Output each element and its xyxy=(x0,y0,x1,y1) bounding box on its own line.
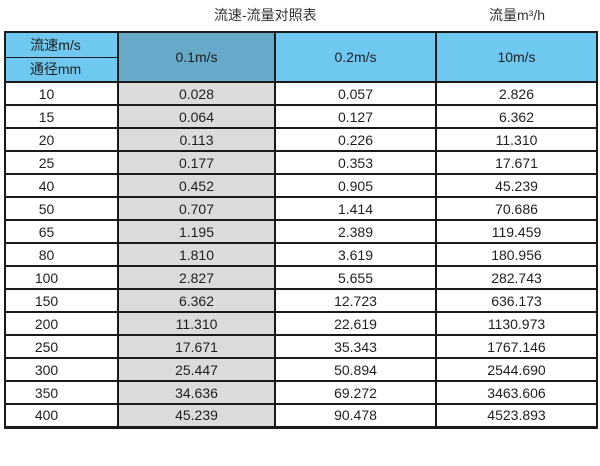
diameter-cell: 300 xyxy=(4,357,119,382)
table-row: 100 2.827 5.655 282.743 xyxy=(4,265,598,290)
diameter-cell: 40 xyxy=(4,173,119,198)
flow-value-cell: 0.057 xyxy=(274,81,437,106)
flow-value-cell: 2.389 xyxy=(274,219,437,244)
diameter-cell: 100 xyxy=(4,265,119,290)
flow-value-cell: 1130.973 xyxy=(435,311,598,336)
flow-value-cell: 3.619 xyxy=(274,242,437,267)
flow-value-cell: 35.343 xyxy=(274,334,437,359)
table-row: 40 0.452 0.905 45.239 xyxy=(4,173,598,198)
diameter-cell: 65 xyxy=(4,219,119,244)
diameter-cell: 15 xyxy=(4,104,119,129)
flow-value-cell: 4523.893 xyxy=(435,403,598,429)
flow-value-cell: 0.113 xyxy=(117,127,276,152)
table-row: 150 6.362 12.723 636.173 xyxy=(4,288,598,313)
flow-value-cell: 0.353 xyxy=(274,150,437,175)
flow-value-cell: 636.173 xyxy=(435,288,598,313)
table-header: 流速m/s 0.1m/s 0.2m/s 10m/s 通径mm xyxy=(4,31,598,83)
flow-value-cell: 69.272 xyxy=(274,380,437,405)
table-row: 350 34.636 69.272 3463.606 xyxy=(4,380,598,405)
flow-unit-label: 流量m³/h xyxy=(489,7,545,23)
table-row: 400 45.239 90.478 4523.893 xyxy=(4,403,598,429)
flow-value-cell: 11.310 xyxy=(435,127,598,152)
flow-value-cell: 0.028 xyxy=(117,81,276,106)
table-row: 65 1.195 2.389 119.459 xyxy=(4,219,598,244)
flow-value-cell: 11.310 xyxy=(117,311,276,336)
diameter-cell: 80 xyxy=(4,242,119,267)
diameter-cell: 10 xyxy=(4,81,119,106)
flow-value-cell: 0.177 xyxy=(117,150,276,175)
page-title: 流速-流量对照表 xyxy=(214,7,317,23)
flow-value-cell: 6.362 xyxy=(435,104,598,129)
flow-value-cell: 70.686 xyxy=(435,196,598,221)
flow-rate-table: 流速m/s 0.1m/s 0.2m/s 10m/s 通径mm 10 0.028 0.… xyxy=(4,31,598,429)
flow-value-cell: 25.447 xyxy=(117,357,276,382)
top-labels: 流速-流量对照表 流量m³/h xyxy=(0,0,600,30)
table-row: 10 0.028 0.057 2.826 xyxy=(4,81,598,106)
table-body: 10 0.028 0.057 2.826 15 0.064 0.127 6.362 20 0.11… xyxy=(4,81,598,429)
diameter-cell: 25 xyxy=(4,150,119,175)
flow-value-cell: 119.459 xyxy=(435,219,598,244)
flow-value-cell: 6.362 xyxy=(117,288,276,313)
velocity-column-header-0.2: 0.2m/s xyxy=(274,31,437,83)
flow-value-cell: 1.414 xyxy=(274,196,437,221)
flow-value-cell: 0.064 xyxy=(117,104,276,129)
flow-value-cell: 45.239 xyxy=(117,403,276,429)
table-row: 50 0.707 1.414 70.686 xyxy=(4,196,598,221)
flow-value-cell: 0.127 xyxy=(274,104,437,129)
flow-value-cell: 180.956 xyxy=(435,242,598,267)
table-row: 15 0.064 0.127 6.362 xyxy=(4,104,598,129)
flow-value-cell: 45.239 xyxy=(435,173,598,198)
flow-value-cell: 2544.690 xyxy=(435,357,598,382)
flow-value-cell: 22.619 xyxy=(274,311,437,336)
diameter-cell: 150 xyxy=(4,288,119,313)
diameter-cell: 250 xyxy=(4,334,119,359)
flow-value-cell: 1767.146 xyxy=(435,334,598,359)
table-row: 250 17.671 35.343 1767.146 xyxy=(4,334,598,359)
diameter-cell: 200 xyxy=(4,311,119,336)
corner-velocity-label: 流速m/s xyxy=(4,31,119,58)
flow-value-cell: 2.826 xyxy=(435,81,598,106)
velocity-column-header-0.1: 0.1m/s xyxy=(117,31,276,83)
table-row: 200 11.310 22.619 1130.973 xyxy=(4,311,598,336)
flow-value-cell: 282.743 xyxy=(435,265,598,290)
flow-value-cell: 17.671 xyxy=(435,150,598,175)
flow-value-cell: 1.195 xyxy=(117,219,276,244)
table-row: 20 0.113 0.226 11.310 xyxy=(4,127,598,152)
flow-value-cell: 0.226 xyxy=(274,127,437,152)
diameter-cell: 50 xyxy=(4,196,119,221)
flow-value-cell: 0.452 xyxy=(117,173,276,198)
flow-value-cell: 34.636 xyxy=(117,380,276,405)
flow-value-cell: 17.671 xyxy=(117,334,276,359)
corner-diameter-label: 通径mm xyxy=(4,56,119,83)
flow-value-cell: 3463.606 xyxy=(435,380,598,405)
flow-value-cell: 0.707 xyxy=(117,196,276,221)
flow-value-cell: 1.810 xyxy=(117,242,276,267)
table-row: 80 1.810 3.619 180.956 xyxy=(4,242,598,267)
flow-value-cell: 0.905 xyxy=(274,173,437,198)
flow-value-cell: 50.894 xyxy=(274,357,437,382)
flow-value-cell: 2.827 xyxy=(117,265,276,290)
flow-value-cell: 90.478 xyxy=(274,403,437,429)
flow-value-cell: 12.723 xyxy=(274,288,437,313)
diameter-cell: 400 xyxy=(4,403,119,429)
diameter-cell: 20 xyxy=(4,127,119,152)
diameter-cell: 350 xyxy=(4,380,119,405)
table-row: 300 25.447 50.894 2544.690 xyxy=(4,357,598,382)
flow-value-cell: 5.655 xyxy=(274,265,437,290)
table-row: 25 0.177 0.353 17.671 xyxy=(4,150,598,175)
velocity-column-header-10: 10m/s xyxy=(435,31,598,83)
